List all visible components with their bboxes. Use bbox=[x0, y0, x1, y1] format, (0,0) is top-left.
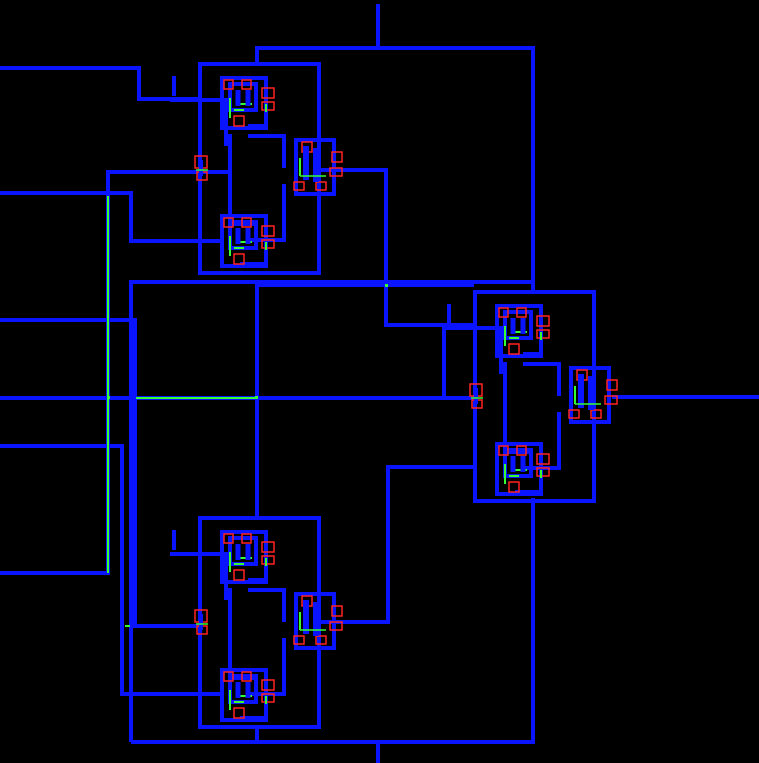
global-poly bbox=[107, 196, 257, 627]
wire-right-upper bbox=[318, 168, 474, 327]
wire-input-1 bbox=[0, 66, 200, 101]
wire-input-3 bbox=[0, 318, 200, 628]
junction-dot bbox=[107, 396, 110, 399]
junctions bbox=[107, 284, 388, 399]
junction-dot bbox=[255, 396, 258, 399]
wire-mid-horizontal bbox=[129, 280, 533, 742]
wire-top-trunk bbox=[255, 4, 380, 64]
wire-bottom-bus bbox=[131, 498, 535, 744]
wire-input-2 bbox=[0, 191, 222, 243]
junction-dot bbox=[385, 284, 388, 287]
wire-input-5 bbox=[0, 444, 222, 696]
global-routing bbox=[0, 4, 759, 763]
wire-top-bus bbox=[378, 46, 535, 292]
wire-right-lower bbox=[318, 465, 474, 624]
